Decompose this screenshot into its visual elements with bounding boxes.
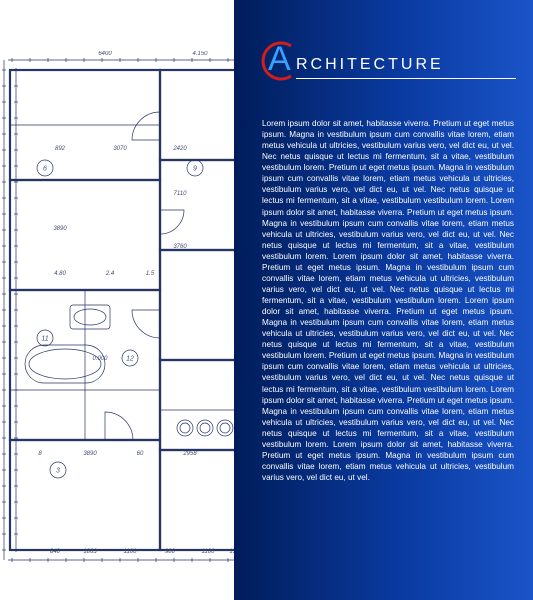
svg-text:6: 6 [43, 166, 47, 173]
right-panel: A RCHITECTURE Lorem ipsum dolor sit amet… [234, 0, 533, 600]
title-underline [296, 78, 516, 79]
svg-text:9: 9 [193, 166, 197, 173]
svg-text:892: 892 [55, 146, 66, 152]
svg-text:3070: 3070 [113, 146, 127, 152]
svg-text:2958: 2958 [182, 451, 197, 457]
page: 611123964004.150440230038604807180200200… [0, 0, 533, 600]
svg-text:840: 840 [50, 549, 61, 555]
svg-text:980: 980 [165, 549, 176, 555]
svg-text:1100: 1100 [124, 549, 138, 555]
svg-text:3: 3 [56, 468, 60, 475]
svg-text:3890: 3890 [83, 451, 97, 457]
svg-text:3890: 3890 [53, 226, 67, 232]
svg-text:2.4: 2.4 [105, 271, 115, 277]
title-block: A RCHITECTURE [252, 38, 512, 98]
svg-text:12: 12 [126, 356, 134, 363]
svg-text:1100: 1100 [202, 549, 216, 555]
svg-text:7110: 7110 [174, 191, 188, 197]
svg-text:3760: 3760 [173, 244, 187, 250]
svg-text:1.5: 1.5 [146, 271, 155, 277]
body-text: Lorem ipsum dolor sit amet, habitasse vi… [262, 118, 514, 483]
svg-text:11: 11 [41, 336, 48, 343]
svg-text:6400: 6400 [98, 51, 112, 57]
svg-text:60: 60 [137, 451, 144, 457]
svg-text:1863: 1863 [83, 549, 97, 555]
svg-text:2420: 2420 [172, 146, 187, 152]
svg-text:4.80: 4.80 [54, 271, 66, 277]
title-rest: RCHITECTURE [296, 56, 444, 74]
svg-text:8: 8 [38, 451, 42, 457]
svg-text:0.000: 0.000 [92, 356, 108, 362]
svg-text:4.150: 4.150 [192, 51, 208, 57]
title-first-letter: A [268, 40, 292, 79]
